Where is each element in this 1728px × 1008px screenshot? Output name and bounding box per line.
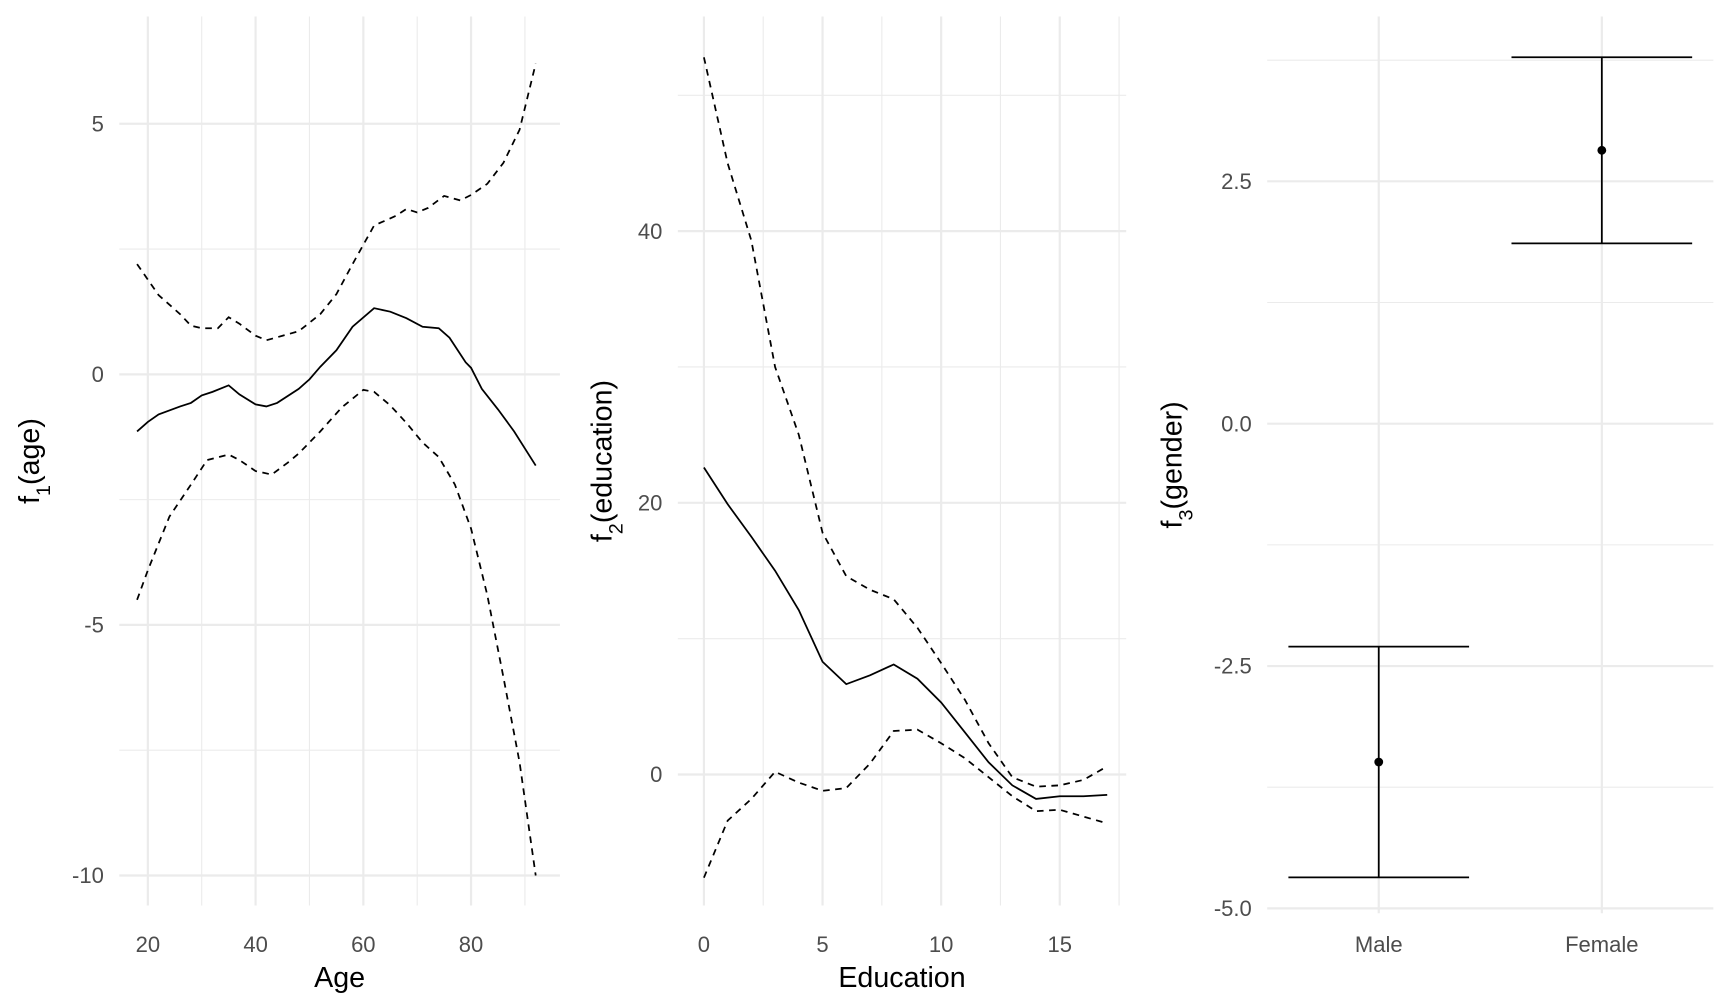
y-axis-title: f1(age)	[14, 418, 55, 504]
x-tick-label: 60	[351, 932, 376, 957]
y-tick-label: 0.0	[1221, 411, 1252, 436]
y-axis-title-part: f	[1156, 520, 1188, 528]
x-tick-label: 15	[1048, 932, 1072, 957]
y-axis-title-part: 1	[33, 485, 55, 496]
y-tick-label: -5	[84, 613, 104, 638]
x-tick-label: 80	[459, 932, 484, 957]
x-tick-label: 0	[698, 932, 710, 957]
y-tick-label: -5.0	[1214, 896, 1252, 921]
point	[1374, 757, 1384, 767]
y-axis-title-part: (gender)	[1156, 401, 1188, 509]
y-tick-label: 0	[92, 362, 104, 387]
y-axis-title: f3(gender)	[1156, 401, 1197, 528]
y-tick-label: -2.5	[1214, 654, 1252, 679]
line	[703, 467, 1108, 800]
y-tick-label: -10	[72, 863, 104, 888]
y-axis-title-part: f	[14, 496, 46, 504]
dashed-line	[136, 63, 537, 342]
y-tick-label: 0	[650, 762, 662, 787]
x-tick-label: 10	[929, 932, 953, 957]
y-axis-title-part: (age)	[14, 418, 46, 485]
y-axis-title-part: 2	[606, 523, 628, 534]
dashed-line	[136, 388, 537, 876]
y-axis-title-part: (education)	[587, 380, 619, 523]
y-tick-label: 2.5	[1221, 169, 1252, 194]
y-tick-label: 40	[638, 219, 662, 244]
line	[136, 307, 537, 467]
x-tick-label: 5	[816, 932, 828, 957]
y-axis-title-part: f	[587, 534, 619, 542]
x-tick-label: Male	[1355, 932, 1403, 957]
x-tick-label: Female	[1565, 932, 1638, 957]
y-axis-title-part: 3	[1175, 510, 1197, 521]
y-axis-title: f2(education)	[587, 380, 628, 542]
x-tick-label: 40	[243, 932, 267, 957]
dashed-line	[703, 728, 1108, 879]
dashed-line	[703, 57, 1108, 788]
x-axis-title: Age	[314, 962, 365, 994]
x-tick-label: 20	[136, 932, 161, 957]
y-tick-label: 20	[638, 491, 662, 516]
point	[1597, 145, 1607, 155]
x-axis-title: Education	[838, 962, 965, 994]
y-tick-label: 5	[92, 111, 104, 136]
